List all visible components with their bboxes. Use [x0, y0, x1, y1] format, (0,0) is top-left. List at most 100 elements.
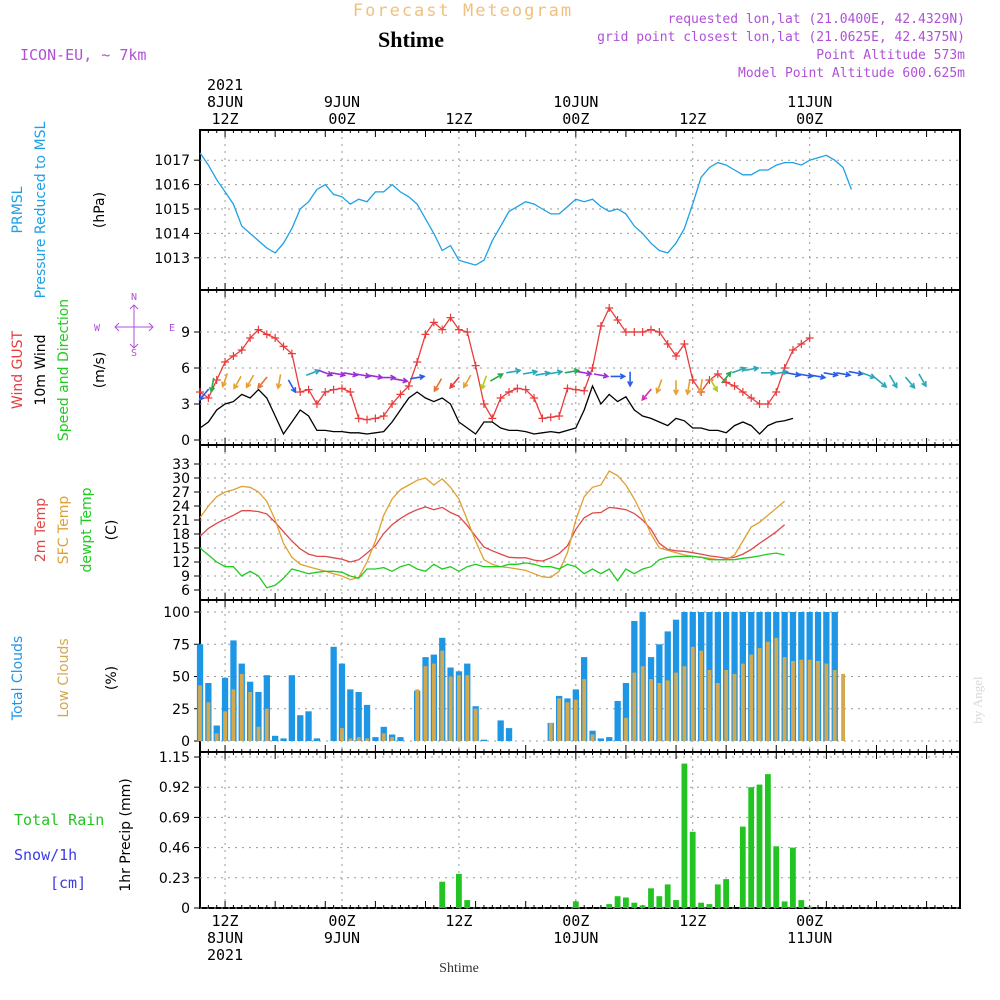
rain-bar — [765, 774, 771, 908]
low-cloud-bar — [841, 673, 845, 741]
gust-marker — [563, 384, 572, 393]
gust-marker — [388, 400, 397, 408]
y-tick-label: 0 — [181, 433, 190, 449]
gust-marker — [730, 382, 739, 390]
low-clouds-label: Low Clouds — [56, 638, 72, 717]
y-tick-label: 0.69 — [159, 810, 190, 826]
y-tick-label: 6 — [181, 361, 190, 377]
compass-e: E — [169, 323, 175, 334]
wind-direction-arrow — [380, 374, 397, 381]
wind-direction-arrow — [744, 365, 760, 372]
panel-frame — [199, 129, 961, 291]
low-cloud-bar — [381, 733, 386, 741]
rain-bar — [681, 763, 688, 908]
gust-marker — [680, 340, 689, 348]
low-cloud-bar — [256, 726, 261, 741]
y-tick-label: 30 — [172, 471, 190, 487]
rain-bar — [623, 897, 629, 908]
gust-marker — [379, 412, 388, 420]
total-cloud-bar — [363, 704, 371, 741]
total-cloud-bar — [347, 689, 354, 741]
gust-marker — [438, 325, 447, 334]
y-tick-label: 1015 — [154, 202, 190, 218]
bottom-time-label: 2021 — [207, 946, 243, 964]
top-time-label: 00Z — [796, 110, 823, 128]
total-cloud-bar — [622, 683, 630, 741]
low-cloud-bar — [732, 673, 737, 741]
bottom-time-label: 00Z — [796, 912, 823, 930]
wind-direction-arrow — [641, 388, 652, 402]
low-cloud-bar — [624, 717, 628, 741]
gust-marker — [663, 340, 672, 348]
gust-marker — [413, 358, 422, 366]
low-cloud-bar — [214, 733, 219, 741]
low-cloud-bar — [239, 673, 244, 741]
chart-header: Forecast Meteogram Shtime ICON-EU, ~ 7km… — [20, 1, 985, 976]
wind-direction-arrow — [564, 368, 581, 375]
wind-direction-arrow — [760, 369, 777, 376]
series-line-sfc-temp — [199, 470, 786, 581]
total-cloud-bar — [714, 612, 721, 741]
low-cloud-bar — [682, 666, 687, 741]
low-cloud-bar — [548, 722, 553, 741]
compass-w: W — [94, 323, 101, 334]
gust-marker — [588, 364, 597, 372]
total-cloud-bar — [272, 735, 279, 741]
wind-direction-label: Speed and Direction — [56, 299, 72, 441]
low-cloud-bar — [356, 737, 361, 741]
y-tick-label: 33 — [172, 457, 190, 473]
rain-label: Total Rain — [14, 811, 104, 829]
rain-bar — [698, 902, 704, 908]
low-cloud-bar — [582, 679, 587, 741]
wind-direction-arrow — [198, 388, 210, 402]
gust-marker — [646, 325, 655, 334]
top-time-label: 10JUN — [553, 93, 598, 111]
gust-marker — [421, 330, 430, 339]
top-time-label: 00Z — [562, 110, 589, 128]
wind-direction-arrow — [535, 370, 551, 377]
low-cloud-bar — [448, 676, 453, 741]
low-cloud-bar — [741, 663, 745, 741]
rain-bar — [639, 905, 646, 908]
model-label: ICON-EU, ~ 7km — [20, 46, 146, 64]
rain-bar — [664, 884, 671, 908]
y-tick-label: 0.23 — [159, 871, 190, 887]
gust-marker — [580, 386, 589, 395]
wind-direction-arrow — [655, 379, 663, 395]
low-cloud-bar — [640, 666, 645, 741]
series-line-10m-wind — [199, 384, 794, 436]
wind-direction-arrow — [393, 377, 409, 384]
total-cloud-bar — [397, 737, 404, 741]
gust-marker — [237, 346, 246, 354]
gust-marker — [404, 382, 413, 390]
gust-marker — [621, 328, 630, 336]
y-tick-label: 9 — [181, 569, 190, 585]
chart-title: Shtime — [378, 27, 444, 52]
gust-marker — [454, 325, 463, 334]
total-cloud-bar — [313, 738, 321, 741]
compass-n: N — [131, 292, 137, 303]
wind-direction-arrow — [823, 371, 840, 378]
gust-marker — [287, 349, 296, 358]
rain-bar — [798, 900, 805, 908]
series-line-2m-temp — [199, 506, 786, 563]
bottom-time-label: 12Z — [445, 912, 472, 930]
gust-marker — [613, 316, 622, 324]
series-line-dewpt-temp — [199, 547, 785, 589]
dewpt-label: dewpt Temp — [79, 487, 95, 572]
gust-marker — [513, 384, 522, 393]
gust-marker — [429, 318, 438, 327]
gust-marker — [346, 388, 355, 396]
low-cloud-bar — [465, 675, 470, 741]
wind-direction-arrow — [305, 368, 321, 376]
y-tick-label: 25 — [172, 702, 190, 718]
rain-bar — [689, 831, 696, 908]
y-tick-label: 1.15 — [159, 750, 190, 766]
rain-bar — [572, 901, 579, 908]
gust-marker — [605, 304, 614, 312]
y-tick-label: 0 — [181, 901, 190, 917]
y-tick-label: 24 — [172, 499, 190, 515]
low-cloud-bar — [206, 702, 211, 741]
gust-marker — [271, 334, 280, 342]
